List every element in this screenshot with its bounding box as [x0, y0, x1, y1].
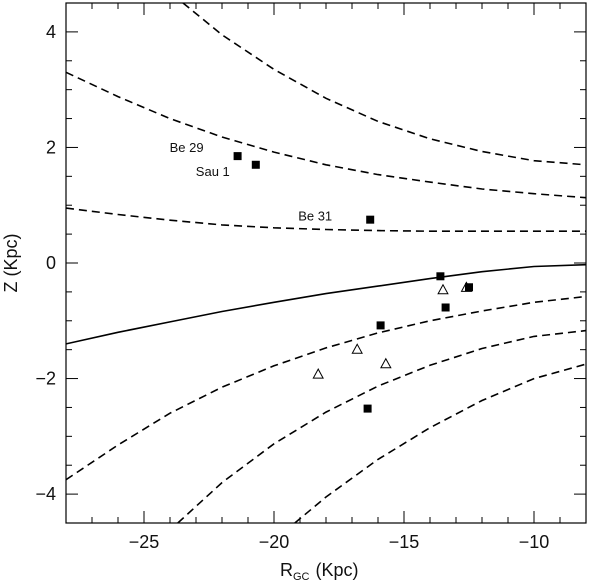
axis-tick-labels: −25 −20 −15 −10 4 2 0 −2 −4	[35, 22, 549, 552]
dashed-curve-3	[182, 3, 586, 166]
dashed-curve-1	[66, 207, 586, 232]
x-axis-label: RGC (Kpc)	[280, 560, 359, 583]
filled-square-point	[436, 272, 445, 281]
open-triangle-point	[380, 357, 392, 369]
dashed-curve-4	[66, 295, 586, 481]
x-tick-label: −20	[259, 532, 290, 552]
x-axis-label-unit: (Kpc)	[316, 560, 359, 580]
y-tick-label: 2	[46, 137, 56, 157]
open-triangle-point	[351, 343, 363, 354]
cluster-label: Be 29	[170, 140, 204, 155]
y-axis-label: Z (Kpc)	[1, 233, 21, 292]
x-tick-label: −15	[389, 532, 420, 552]
filled-square-point	[366, 215, 375, 224]
y-tick-label: −2	[35, 369, 56, 389]
filled-square-point	[376, 321, 385, 330]
data-points	[233, 152, 473, 413]
y-tick-label: −4	[35, 484, 56, 504]
y-tick-label: 0	[46, 253, 56, 273]
y-tick-label: 4	[46, 22, 56, 42]
solid-curve-0	[66, 263, 586, 345]
dashed-curve-6	[294, 363, 586, 523]
filled-square-point	[251, 160, 260, 169]
x-axis-label-main: R	[280, 560, 293, 580]
model-curves	[66, 3, 586, 523]
x-axis-label-sub: GC	[293, 571, 310, 583]
filled-square-point	[233, 152, 242, 161]
axis-ticks	[65, 2, 587, 524]
x-tick-label: −10	[519, 532, 550, 552]
plot-frame	[65, 2, 587, 524]
filled-square-point	[363, 404, 372, 413]
point-labels: Be 29 Sau 1 Be 31	[170, 140, 333, 224]
x-tick-label: −25	[129, 532, 160, 552]
dashed-curve-2	[66, 71, 586, 199]
open-triangle-point	[437, 283, 449, 295]
filled-square-point	[441, 303, 450, 312]
dashed-curve-5	[177, 329, 586, 523]
cluster-label: Be 31	[298, 209, 332, 224]
cluster-label: Sau 1	[196, 164, 230, 179]
open-triangle-point	[460, 281, 473, 292]
open-triangle-point	[312, 368, 324, 379]
